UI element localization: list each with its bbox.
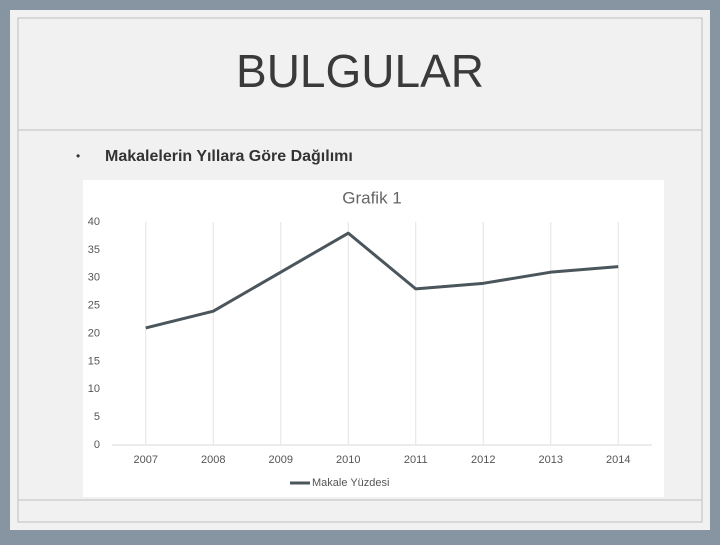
y-tick-label: 20 <box>88 327 100 339</box>
bullet-text: Makalelerin Yıllara Göre Dağılımı <box>105 148 353 165</box>
slide-frame <box>17 17 703 523</box>
x-tick-label: 2011 <box>404 454 428 466</box>
y-tick-label: 35 <box>88 244 100 256</box>
chart-area <box>83 180 664 497</box>
plot: 0 5 10 15 20 25 30 35 40 2007 2008 2009 2010 2011 2012… <box>88 216 652 489</box>
slide-title: BULGULAR <box>236 45 484 97</box>
series-line <box>145 231 619 330</box>
y-tick-label: 5 <box>94 411 100 423</box>
legend-label: Makale Yüzdesi <box>312 477 389 489</box>
x-tick-label: 2009 <box>269 454 293 466</box>
y-tick-label: 10 <box>88 383 100 395</box>
x-tick-label: 2008 <box>201 454 225 466</box>
x-tick-label: 2013 <box>539 454 563 466</box>
bullet-mark: • <box>76 149 80 163</box>
x-tick-label: 2012 <box>471 454 495 466</box>
x-tick-label: 2014 <box>606 454 630 466</box>
y-tick-label: 25 <box>88 300 100 312</box>
y-tick-label: 30 <box>88 272 100 284</box>
x-tick-label: 2007 <box>134 454 158 466</box>
y-tick-label: 40 <box>88 216 100 228</box>
y-tick-label: 0 <box>94 439 100 451</box>
x-tick-label: 2010 <box>336 454 360 466</box>
chart-title: Grafik 1 <box>342 188 402 207</box>
y-tick-label: 15 <box>88 355 100 367</box>
